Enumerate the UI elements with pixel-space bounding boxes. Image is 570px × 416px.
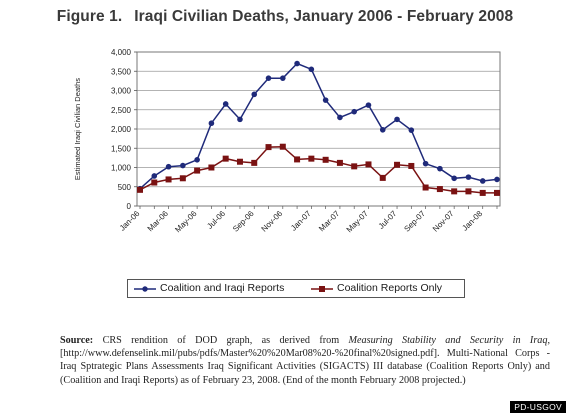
data-point bbox=[251, 91, 258, 98]
data-point bbox=[408, 127, 415, 133]
y-tick-label: 0 bbox=[127, 202, 132, 211]
series-coalition-only bbox=[137, 143, 500, 196]
x-tick-label: May-06 bbox=[173, 209, 199, 235]
y-axis-ticks: 0 500 1,000 1,500 2,000 2,500 3,000 3,500 4,000 bbox=[111, 48, 137, 211]
legend-label-coalition-and-iraqi: Coalition and Iraqi Reports bbox=[160, 282, 285, 294]
data-point bbox=[265, 75, 272, 81]
x-tick-label: Jul-07 bbox=[377, 209, 399, 231]
data-point bbox=[465, 188, 472, 195]
series-line bbox=[139, 62, 498, 190]
data-point bbox=[180, 162, 186, 169]
y-axis-title: Estimated Iraqi Civilian Deaths bbox=[73, 78, 82, 180]
data-point bbox=[379, 126, 386, 133]
source-text-2: , [http://www.defenselink.mil/pubs/pdfs/… bbox=[60, 335, 551, 386]
data-point bbox=[394, 116, 400, 123]
data-point bbox=[422, 184, 429, 191]
series bbox=[137, 60, 500, 196]
legend-circle-marker-icon bbox=[134, 285, 156, 292]
data-point bbox=[151, 173, 158, 179]
x-tick-label: Nov-07 bbox=[431, 209, 456, 234]
data-point bbox=[422, 160, 429, 167]
data-point bbox=[165, 176, 172, 183]
data-point bbox=[365, 102, 372, 108]
data-point bbox=[451, 175, 457, 182]
x-tick-label: Mar-06 bbox=[146, 209, 171, 234]
data-point bbox=[294, 60, 300, 67]
data-point bbox=[222, 101, 229, 107]
data-point bbox=[322, 156, 329, 163]
data-point bbox=[294, 156, 301, 163]
x-axis-ticks: Jan-06 Mar-06 May-06 Jul-06 Sep-06 Nov-06 Jan-… bbox=[118, 206, 498, 235]
x-tick-label: Mar-07 bbox=[317, 209, 342, 234]
legend-item-coalition-only: Coalition Reports Only bbox=[311, 280, 442, 297]
series-coalition-and-iraqi bbox=[137, 60, 500, 192]
legend-item-coalition-and-iraqi: Coalition and Iraqi Reports bbox=[134, 280, 284, 297]
data-point bbox=[465, 174, 472, 180]
legend-label-coalition-only: Coalition Reports Only bbox=[337, 282, 443, 294]
data-point bbox=[308, 66, 315, 73]
legend-square-marker-icon bbox=[311, 285, 333, 292]
series-line bbox=[139, 145, 497, 194]
data-point bbox=[279, 143, 286, 150]
grid-lines bbox=[137, 70, 500, 188]
data-point bbox=[408, 162, 415, 169]
data-point bbox=[351, 108, 358, 115]
data-point bbox=[494, 176, 500, 183]
source-text-1: CRS rendition of DOD graph, as derived f… bbox=[102, 335, 340, 346]
legend: Coalition and Iraqi Reports Coalition Re… bbox=[127, 279, 465, 298]
data-point bbox=[208, 164, 215, 171]
data-point bbox=[222, 155, 229, 162]
data-point bbox=[451, 188, 458, 195]
data-point bbox=[394, 161, 401, 168]
source-note: Source: CRS rendition of DOD graph, as d… bbox=[60, 334, 550, 387]
data-point bbox=[137, 186, 143, 193]
chart-title: Iraqi Civilian Deaths, January 2006 - Fe… bbox=[134, 8, 514, 25]
data-point bbox=[351, 163, 358, 170]
y-tick-label: 4,000 bbox=[111, 48, 132, 57]
line-chart: 05001,0001,5002,0002,5003,0003,5004,000 … bbox=[73, 48, 501, 235]
y-tick-label: 3,500 bbox=[111, 67, 132, 76]
data-point bbox=[251, 159, 258, 166]
source-label: Source: bbox=[60, 335, 94, 346]
data-point bbox=[237, 116, 243, 123]
data-point bbox=[179, 175, 186, 182]
x-tick-label: May-07 bbox=[345, 209, 371, 235]
y-tick-label: 1,000 bbox=[111, 164, 132, 173]
data-point bbox=[437, 165, 443, 172]
data-point bbox=[322, 97, 329, 103]
data-point bbox=[337, 114, 343, 121]
x-tick-label: Sep-07 bbox=[402, 209, 427, 234]
source-publication-title: Measuring Stability and Security in Iraq bbox=[348, 335, 548, 346]
data-point bbox=[165, 163, 172, 170]
data-point bbox=[336, 159, 343, 166]
data-point bbox=[494, 189, 500, 196]
y-tick-label: 2,000 bbox=[111, 125, 132, 134]
x-tick-label: Jan-08 bbox=[460, 209, 484, 233]
license-credit: PD-USGOV bbox=[510, 401, 566, 413]
x-tick-label: Sep-06 bbox=[231, 209, 256, 234]
data-point bbox=[194, 157, 200, 163]
y-tick-label: 2,500 bbox=[111, 106, 132, 115]
y-tick-label: 3,000 bbox=[111, 87, 132, 96]
data-point bbox=[265, 144, 272, 151]
x-tick-label: Jan-07 bbox=[289, 209, 313, 233]
y-tick-label: 1,500 bbox=[111, 144, 132, 153]
x-tick-label: Nov-06 bbox=[260, 209, 285, 234]
data-point bbox=[208, 120, 215, 127]
data-point bbox=[479, 178, 486, 184]
x-tick-label: Jul-06 bbox=[205, 209, 227, 231]
data-point bbox=[436, 186, 443, 193]
x-tick-label: Jan-06 bbox=[118, 209, 142, 233]
data-point bbox=[280, 75, 286, 81]
data-point bbox=[365, 161, 372, 168]
figure-title: Figure 1. Iraqi Civilian Deaths, January … bbox=[0, 8, 570, 26]
data-point bbox=[236, 158, 243, 165]
data-point bbox=[151, 179, 158, 186]
data-point bbox=[379, 174, 386, 181]
data-point bbox=[308, 155, 315, 162]
figure-number: Figure 1. bbox=[56, 8, 123, 25]
data-point bbox=[479, 189, 486, 196]
data-point bbox=[194, 167, 201, 174]
y-tick-label: 500 bbox=[118, 183, 132, 192]
